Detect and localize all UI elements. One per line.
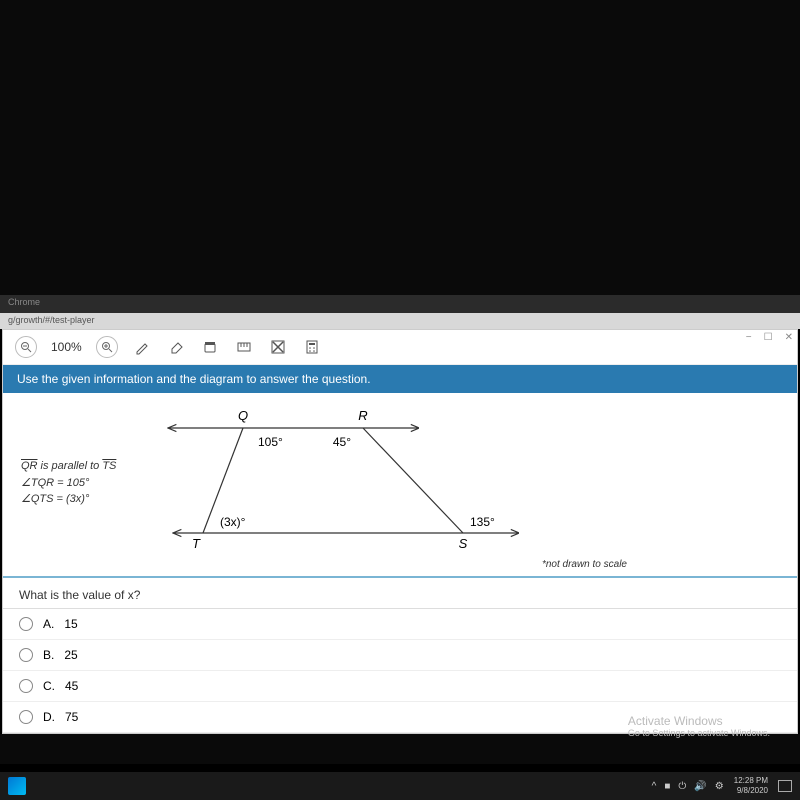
eraser-tool[interactable] <box>166 337 186 357</box>
tray-power-icon[interactable]: ⏻ <box>678 781 686 792</box>
radio-icon <box>19 679 33 693</box>
angle-t: (3x)° <box>220 515 246 529</box>
monitor-bezel-top <box>0 0 800 295</box>
highlight-tool[interactable] <box>200 337 220 357</box>
answer-option-b[interactable]: B. 25 <box>3 640 797 671</box>
taskbar-right: ^ ■ ⏻ 🔊 ⚙ 12:28 PM 9/8/2020 <box>652 776 792 795</box>
question-header: Use the given information and the diagra… <box>3 365 797 393</box>
eraser-icon <box>168 339 184 355</box>
option-letter: A. <box>43 617 54 631</box>
calc-icon <box>304 339 320 355</box>
trapezoid-diagram: Q R T S 105° 45° (3x)° 135° <box>158 398 538 563</box>
question-prompt: What is the value of x? <box>3 578 797 609</box>
system-tray[interactable]: ^ ■ ⏻ 🔊 ⚙ <box>652 781 724 792</box>
date: 9/8/2020 <box>734 786 768 796</box>
given-line-1: QR is parallel to TS <box>21 458 116 475</box>
minimize-button[interactable]: − <box>746 332 752 343</box>
watermark-sub: Go to Settings to activate Windows. <box>628 728 770 738</box>
radio-icon <box>19 617 33 631</box>
segment-qr: QR <box>21 460 38 472</box>
highlight-icon <box>202 339 218 355</box>
option-text: 75 <box>65 710 78 724</box>
segment-ts: TS <box>102 460 116 472</box>
zoom-out-icon <box>20 341 32 353</box>
tray-battery-icon[interactable]: ■ <box>664 781 670 792</box>
option-letter: C. <box>43 679 55 693</box>
window-controls: − ☐ ✕ <box>746 332 793 343</box>
browser-tab-bar: Chrome <box>0 295 800 313</box>
answer-option-a[interactable]: A. 15 <box>3 609 797 640</box>
label-s: S <box>459 536 468 551</box>
diagram-area: QR is parallel to TS ∠TQR = 105° ∠QTS = … <box>3 393 797 578</box>
option-letter: B. <box>43 648 54 662</box>
taskbar-left <box>8 777 26 795</box>
url-bar[interactable]: g/growth/#/test-player <box>0 313 800 329</box>
maximize-button[interactable]: ☐ <box>764 332 773 343</box>
label-r: R <box>358 408 367 423</box>
windows-watermark: Activate Windows Go to Settings to activ… <box>628 714 770 738</box>
time: 12:28 PM <box>734 776 768 786</box>
tray-chevron-icon[interactable]: ^ <box>652 781 657 792</box>
close-button[interactable]: ✕ <box>785 332 793 343</box>
label-t: T <box>192 536 201 551</box>
tab-title: Chrome <box>8 297 40 307</box>
given-line-2: ∠TQR = 105° <box>21 475 116 492</box>
notifications-button[interactable] <box>778 780 792 792</box>
given-info: QR is parallel to TS ∠TQR = 105° ∠QTS = … <box>21 458 116 508</box>
watermark-title: Activate Windows <box>628 714 770 728</box>
eliminate-tool[interactable] <box>268 337 288 357</box>
ruler-tool[interactable] <box>234 337 254 357</box>
zoom-level: 100% <box>51 340 82 354</box>
gap <box>0 734 800 764</box>
app-window: − ☐ ✕ 100% Use the given information an <box>2 329 798 734</box>
ruler-icon <box>236 339 252 355</box>
cross-icon <box>270 339 286 355</box>
option-text: 15 <box>64 617 77 631</box>
url-text: g/growth/#/test-player <box>8 315 95 325</box>
option-letter: D. <box>43 710 55 724</box>
zoom-in-icon <box>101 341 113 353</box>
start-button[interactable] <box>8 777 26 795</box>
pen-tool[interactable] <box>132 337 152 357</box>
clock[interactable]: 12:28 PM 9/8/2020 <box>734 776 768 795</box>
calculator-tool[interactable] <box>302 337 322 357</box>
given-line-3: ∠QTS = (3x)° <box>21 491 116 508</box>
angle-r: 45° <box>333 435 351 449</box>
toolbar: 100% <box>3 330 797 365</box>
tray-settings-icon[interactable]: ⚙ <box>715 781 724 792</box>
tray-volume-icon[interactable]: 🔊 <box>694 781 706 792</box>
scale-note: *not drawn to scale <box>542 559 627 570</box>
taskbar: ^ ■ ⏻ 🔊 ⚙ 12:28 PM 9/8/2020 <box>0 772 800 800</box>
angle-s: 135° <box>470 515 495 529</box>
radio-icon <box>19 710 33 724</box>
angle-q: 105° <box>258 435 283 449</box>
radio-icon <box>19 648 33 662</box>
option-text: 25 <box>64 648 77 662</box>
pen-icon <box>134 339 150 355</box>
option-text: 45 <box>65 679 78 693</box>
zoom-in-button[interactable] <box>96 336 118 358</box>
zoom-out-button[interactable] <box>15 336 37 358</box>
answer-option-c[interactable]: C. 45 <box>3 671 797 702</box>
label-q: Q <box>238 408 248 423</box>
